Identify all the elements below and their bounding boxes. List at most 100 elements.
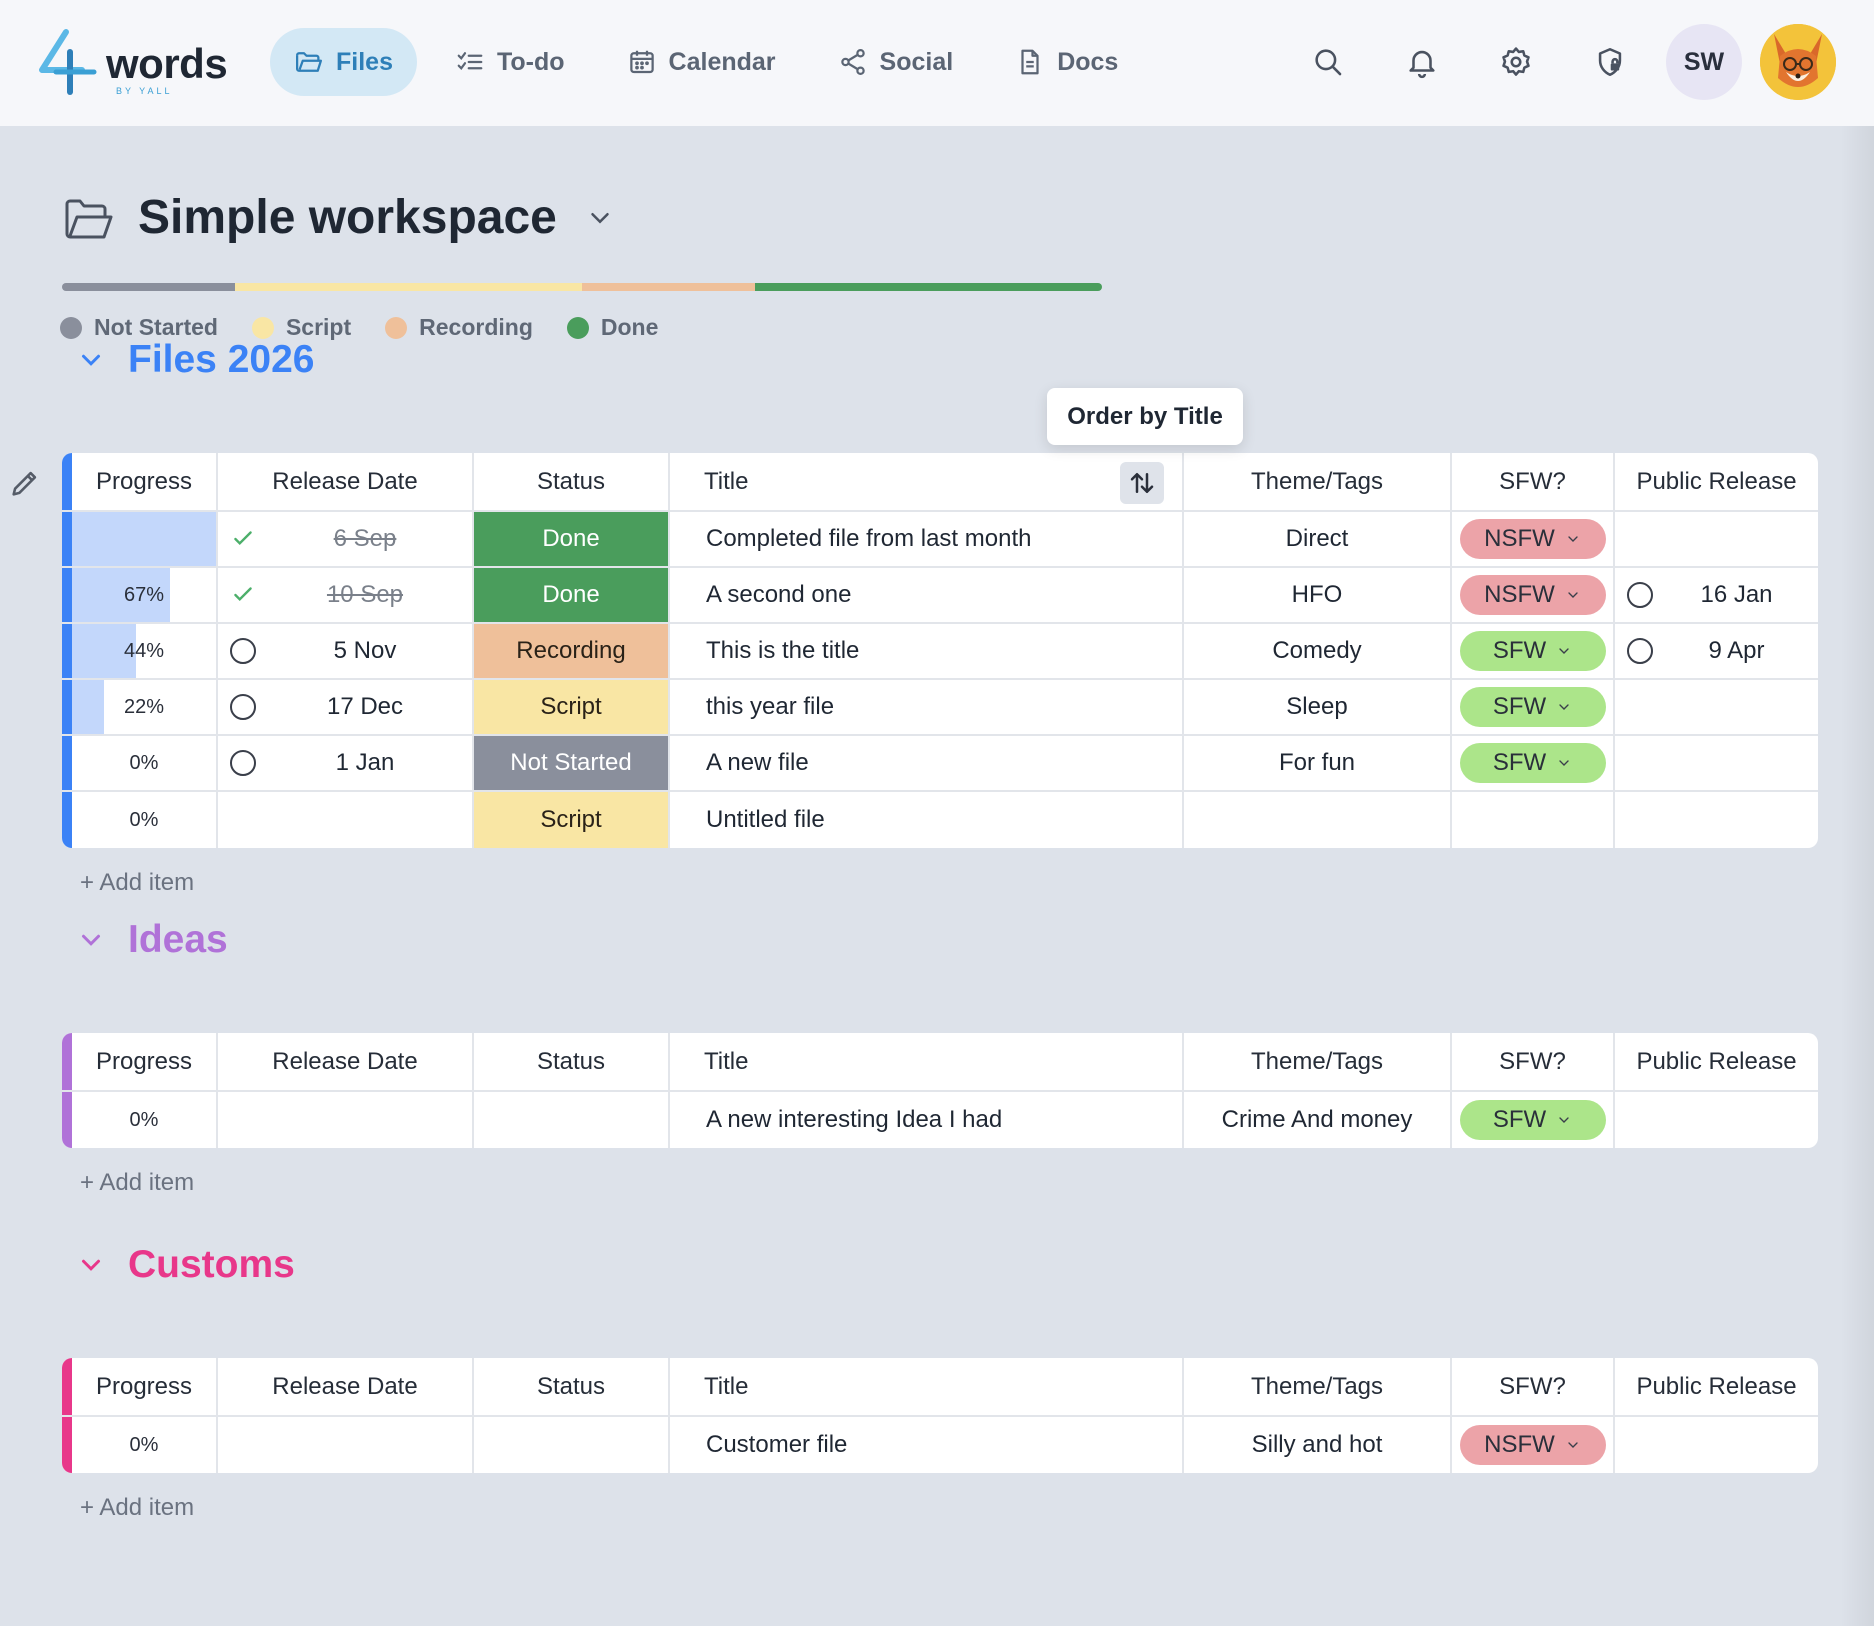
theme-cell[interactable]: Comedy xyxy=(1184,624,1452,678)
sfw-cell[interactable] xyxy=(1452,792,1615,848)
chevron-down-icon[interactable] xyxy=(585,203,615,233)
status-cell[interactable]: Recording xyxy=(474,624,670,678)
column-header-sfw[interactable]: SFW? xyxy=(1452,1358,1615,1415)
table-row[interactable]: 0% Customer file Silly and hot NSFW xyxy=(62,1417,1818,1473)
sfw-dropdown[interactable]: SFW xyxy=(1459,743,1606,783)
table-row[interactable]: 67% 10 Sep Done A second one HFO NSFW 16 Jan xyxy=(62,568,1818,624)
column-header-theme[interactable]: Theme/Tags xyxy=(1184,1033,1452,1090)
app-logo[interactable]: words BY YALL xyxy=(36,26,236,98)
table-row[interactable]: 44% 5 Nov Recording This is the title Comedy… xyxy=(62,624,1818,680)
nav-calendar[interactable]: Calendar xyxy=(603,28,800,96)
sfw-dropdown[interactable]: SFW xyxy=(1459,631,1606,671)
table-row[interactable]: 6 Sep Done Completed file from last month D… xyxy=(62,512,1818,568)
status-cell[interactable] xyxy=(474,1417,670,1473)
nav-files[interactable]: Files xyxy=(270,28,417,96)
title-cell[interactable]: This is the title xyxy=(670,624,1184,678)
add-item-button[interactable]: + Add item xyxy=(80,1169,195,1196)
sort-button[interactable] xyxy=(1120,462,1164,504)
theme-cell[interactable]: Direct xyxy=(1184,512,1452,566)
nav-docs[interactable]: Docs xyxy=(991,28,1142,96)
title-cell[interactable]: Untitled file xyxy=(670,792,1184,848)
release-checkbox[interactable] xyxy=(230,638,256,664)
status-cell[interactable]: Not Started xyxy=(474,736,670,790)
title-cell[interactable]: A new file xyxy=(670,736,1184,790)
settings-button[interactable] xyxy=(1478,24,1554,100)
sfw-cell[interactable]: SFW xyxy=(1452,736,1615,790)
status-cell[interactable]: Script xyxy=(474,680,670,734)
release-date-cell[interactable] xyxy=(218,792,474,848)
theme-cell[interactable]: For fun xyxy=(1184,736,1452,790)
public-release-cell[interactable]: 9 Apr xyxy=(1615,624,1818,678)
public-release-cell[interactable] xyxy=(1615,680,1818,734)
release-date-cell[interactable] xyxy=(218,1417,474,1473)
title-cell[interactable]: Customer file xyxy=(670,1417,1184,1473)
workspace-title[interactable]: Simple workspace xyxy=(138,191,557,244)
public-release-cell[interactable]: 16 Jan xyxy=(1615,568,1818,622)
check-icon[interactable] xyxy=(230,582,256,608)
progress-cell[interactable] xyxy=(62,512,218,566)
progress-cell[interactable]: 44% xyxy=(62,624,218,678)
column-header-status[interactable]: Status xyxy=(474,1358,670,1415)
column-header-public-release[interactable]: Public Release xyxy=(1636,1372,1797,1400)
progress-cell[interactable]: 67% xyxy=(62,568,218,622)
table-row[interactable]: 0% 1 Jan Not Started A new file For fun SFW xyxy=(62,736,1818,792)
title-cell[interactable]: this year file xyxy=(670,680,1184,734)
theme-cell[interactable]: Silly and hot xyxy=(1184,1417,1452,1473)
column-header-status[interactable]: Status xyxy=(474,1033,670,1090)
nav-todo[interactable]: To-do xyxy=(431,28,589,96)
title-cell[interactable]: A new interesting Idea I had xyxy=(670,1092,1184,1148)
public-release-cell[interactable] xyxy=(1615,1417,1818,1473)
release-date-cell[interactable]: 1 Jan xyxy=(218,736,474,790)
public-release-checkbox[interactable] xyxy=(1627,582,1653,608)
status-cell[interactable] xyxy=(474,1092,670,1148)
progress-cell[interactable]: 22% xyxy=(62,680,218,734)
status-cell[interactable]: Done xyxy=(474,512,670,566)
release-date-cell[interactable]: 5 Nov xyxy=(218,624,474,678)
notifications-button[interactable] xyxy=(1384,24,1460,100)
theme-cell[interactable] xyxy=(1184,792,1452,848)
column-header-sfw[interactable]: SFW? xyxy=(1452,1033,1615,1090)
public-release-cell[interactable] xyxy=(1615,736,1818,790)
privacy-button[interactable] xyxy=(1572,24,1648,100)
group-title[interactable]: Ideas xyxy=(76,918,228,962)
status-cell[interactable]: Script xyxy=(474,792,670,848)
sfw-dropdown[interactable]: NSFW xyxy=(1459,1425,1606,1465)
status-cell[interactable]: Done xyxy=(474,568,670,622)
table-row[interactable]: 0% A new interesting Idea I had Crime And … xyxy=(62,1092,1818,1148)
public-release-cell[interactable] xyxy=(1615,1092,1818,1148)
sfw-cell[interactable]: NSFW xyxy=(1452,568,1615,622)
progress-cell[interactable]: 0% xyxy=(62,1417,218,1473)
public-release-checkbox[interactable] xyxy=(1627,638,1653,664)
column-header-title[interactable]: Title xyxy=(670,453,1184,510)
sfw-cell[interactable]: SFW xyxy=(1452,624,1615,678)
progress-cell[interactable]: 0% xyxy=(62,792,218,848)
release-date-cell[interactable]: 10 Sep xyxy=(218,568,474,622)
column-header-sfw[interactable]: SFW? xyxy=(1452,453,1615,510)
public-release-cell[interactable] xyxy=(1615,792,1818,848)
chevron-down-icon[interactable] xyxy=(76,925,106,955)
column-header-progress[interactable]: Progress xyxy=(62,1358,218,1415)
column-header-public-release[interactable]: Public Release xyxy=(1636,1047,1797,1075)
release-date-cell[interactable] xyxy=(218,1092,474,1148)
public-release-cell[interactable] xyxy=(1615,512,1818,566)
nav-social[interactable]: Social xyxy=(814,28,978,96)
group-title[interactable]: Files 2026 xyxy=(76,338,314,382)
sfw-dropdown[interactable]: NSFW xyxy=(1459,519,1606,559)
column-header-progress[interactable]: Progress xyxy=(62,453,218,510)
column-header-release-date[interactable]: Release Date xyxy=(218,1358,474,1415)
table-row[interactable]: 22% 17 Dec Script this year file Sleep SFW xyxy=(62,680,1818,736)
title-cell[interactable]: Completed file from last month xyxy=(670,512,1184,566)
release-date-cell[interactable]: 6 Sep xyxy=(218,512,474,566)
progress-cell[interactable]: 0% xyxy=(62,736,218,790)
column-header-release-date[interactable]: Release Date xyxy=(218,453,474,510)
column-header-theme[interactable]: Theme/Tags xyxy=(1184,1358,1452,1415)
column-header-theme[interactable]: Theme/Tags xyxy=(1184,453,1452,510)
sfw-dropdown[interactable]: SFW xyxy=(1459,1100,1606,1140)
sfw-cell[interactable]: SFW xyxy=(1452,680,1615,734)
progress-cell[interactable]: 0% xyxy=(62,1092,218,1148)
sfw-cell[interactable]: NSFW xyxy=(1452,512,1615,566)
column-header-status[interactable]: Status xyxy=(474,453,670,510)
sfw-dropdown[interactable]: SFW xyxy=(1459,687,1606,727)
theme-cell[interactable]: HFO xyxy=(1184,568,1452,622)
pencil-icon[interactable] xyxy=(8,466,42,500)
